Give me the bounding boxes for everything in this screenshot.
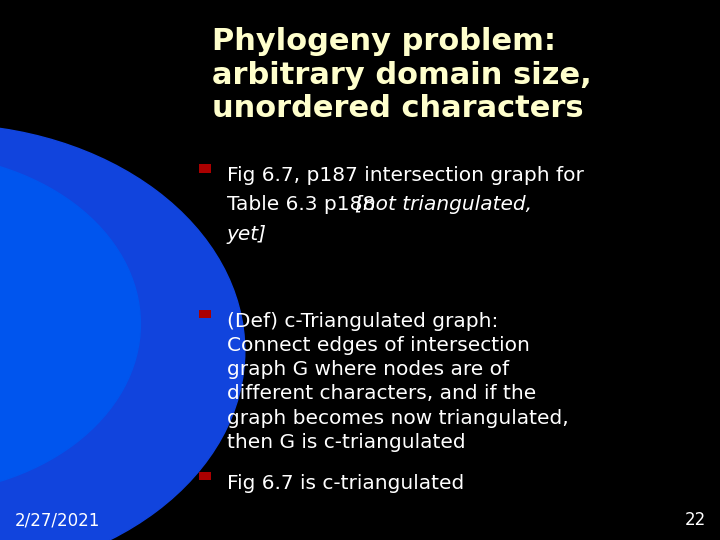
Circle shape: [0, 226, 66, 476]
Text: Fig 6.7 is c-triangulated: Fig 6.7 is c-triangulated: [227, 474, 464, 492]
Circle shape: [0, 154, 140, 494]
Text: Table 6.3 p188: Table 6.3 p188: [227, 195, 382, 214]
Bar: [199, 472, 211, 481]
Text: 2/27/2021: 2/27/2021: [14, 511, 100, 529]
Text: Fig 6.7, p187 intersection graph for: Fig 6.7, p187 intersection graph for: [227, 166, 584, 185]
Bar: [199, 310, 211, 319]
Text: 22: 22: [684, 511, 706, 529]
Text: yet]: yet]: [227, 225, 267, 244]
Text: [not triangulated,: [not triangulated,: [355, 195, 532, 214]
Text: (Def) c-Triangulated graph:
Connect edges of intersection
graph G where nodes ar: (Def) c-Triangulated graph: Connect edge…: [227, 312, 569, 452]
Circle shape: [0, 124, 245, 540]
Bar: [199, 164, 211, 173]
Text: Phylogeny problem:
arbitrary domain size,
unordered characters: Phylogeny problem: arbitrary domain size…: [212, 27, 592, 123]
